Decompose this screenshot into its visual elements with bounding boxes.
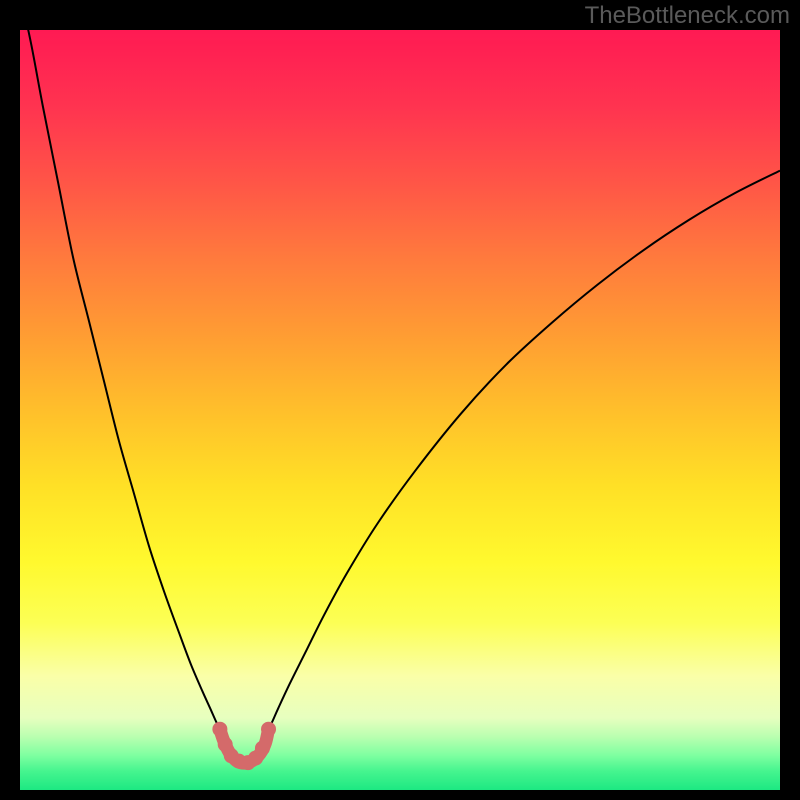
bottleneck-curve-svg xyxy=(20,30,780,790)
watermark-text: TheBottleneck.com xyxy=(585,2,790,30)
left-curve xyxy=(20,30,220,729)
right-curve xyxy=(269,171,780,730)
plot-area xyxy=(20,30,780,790)
bottom-connector xyxy=(220,729,269,763)
